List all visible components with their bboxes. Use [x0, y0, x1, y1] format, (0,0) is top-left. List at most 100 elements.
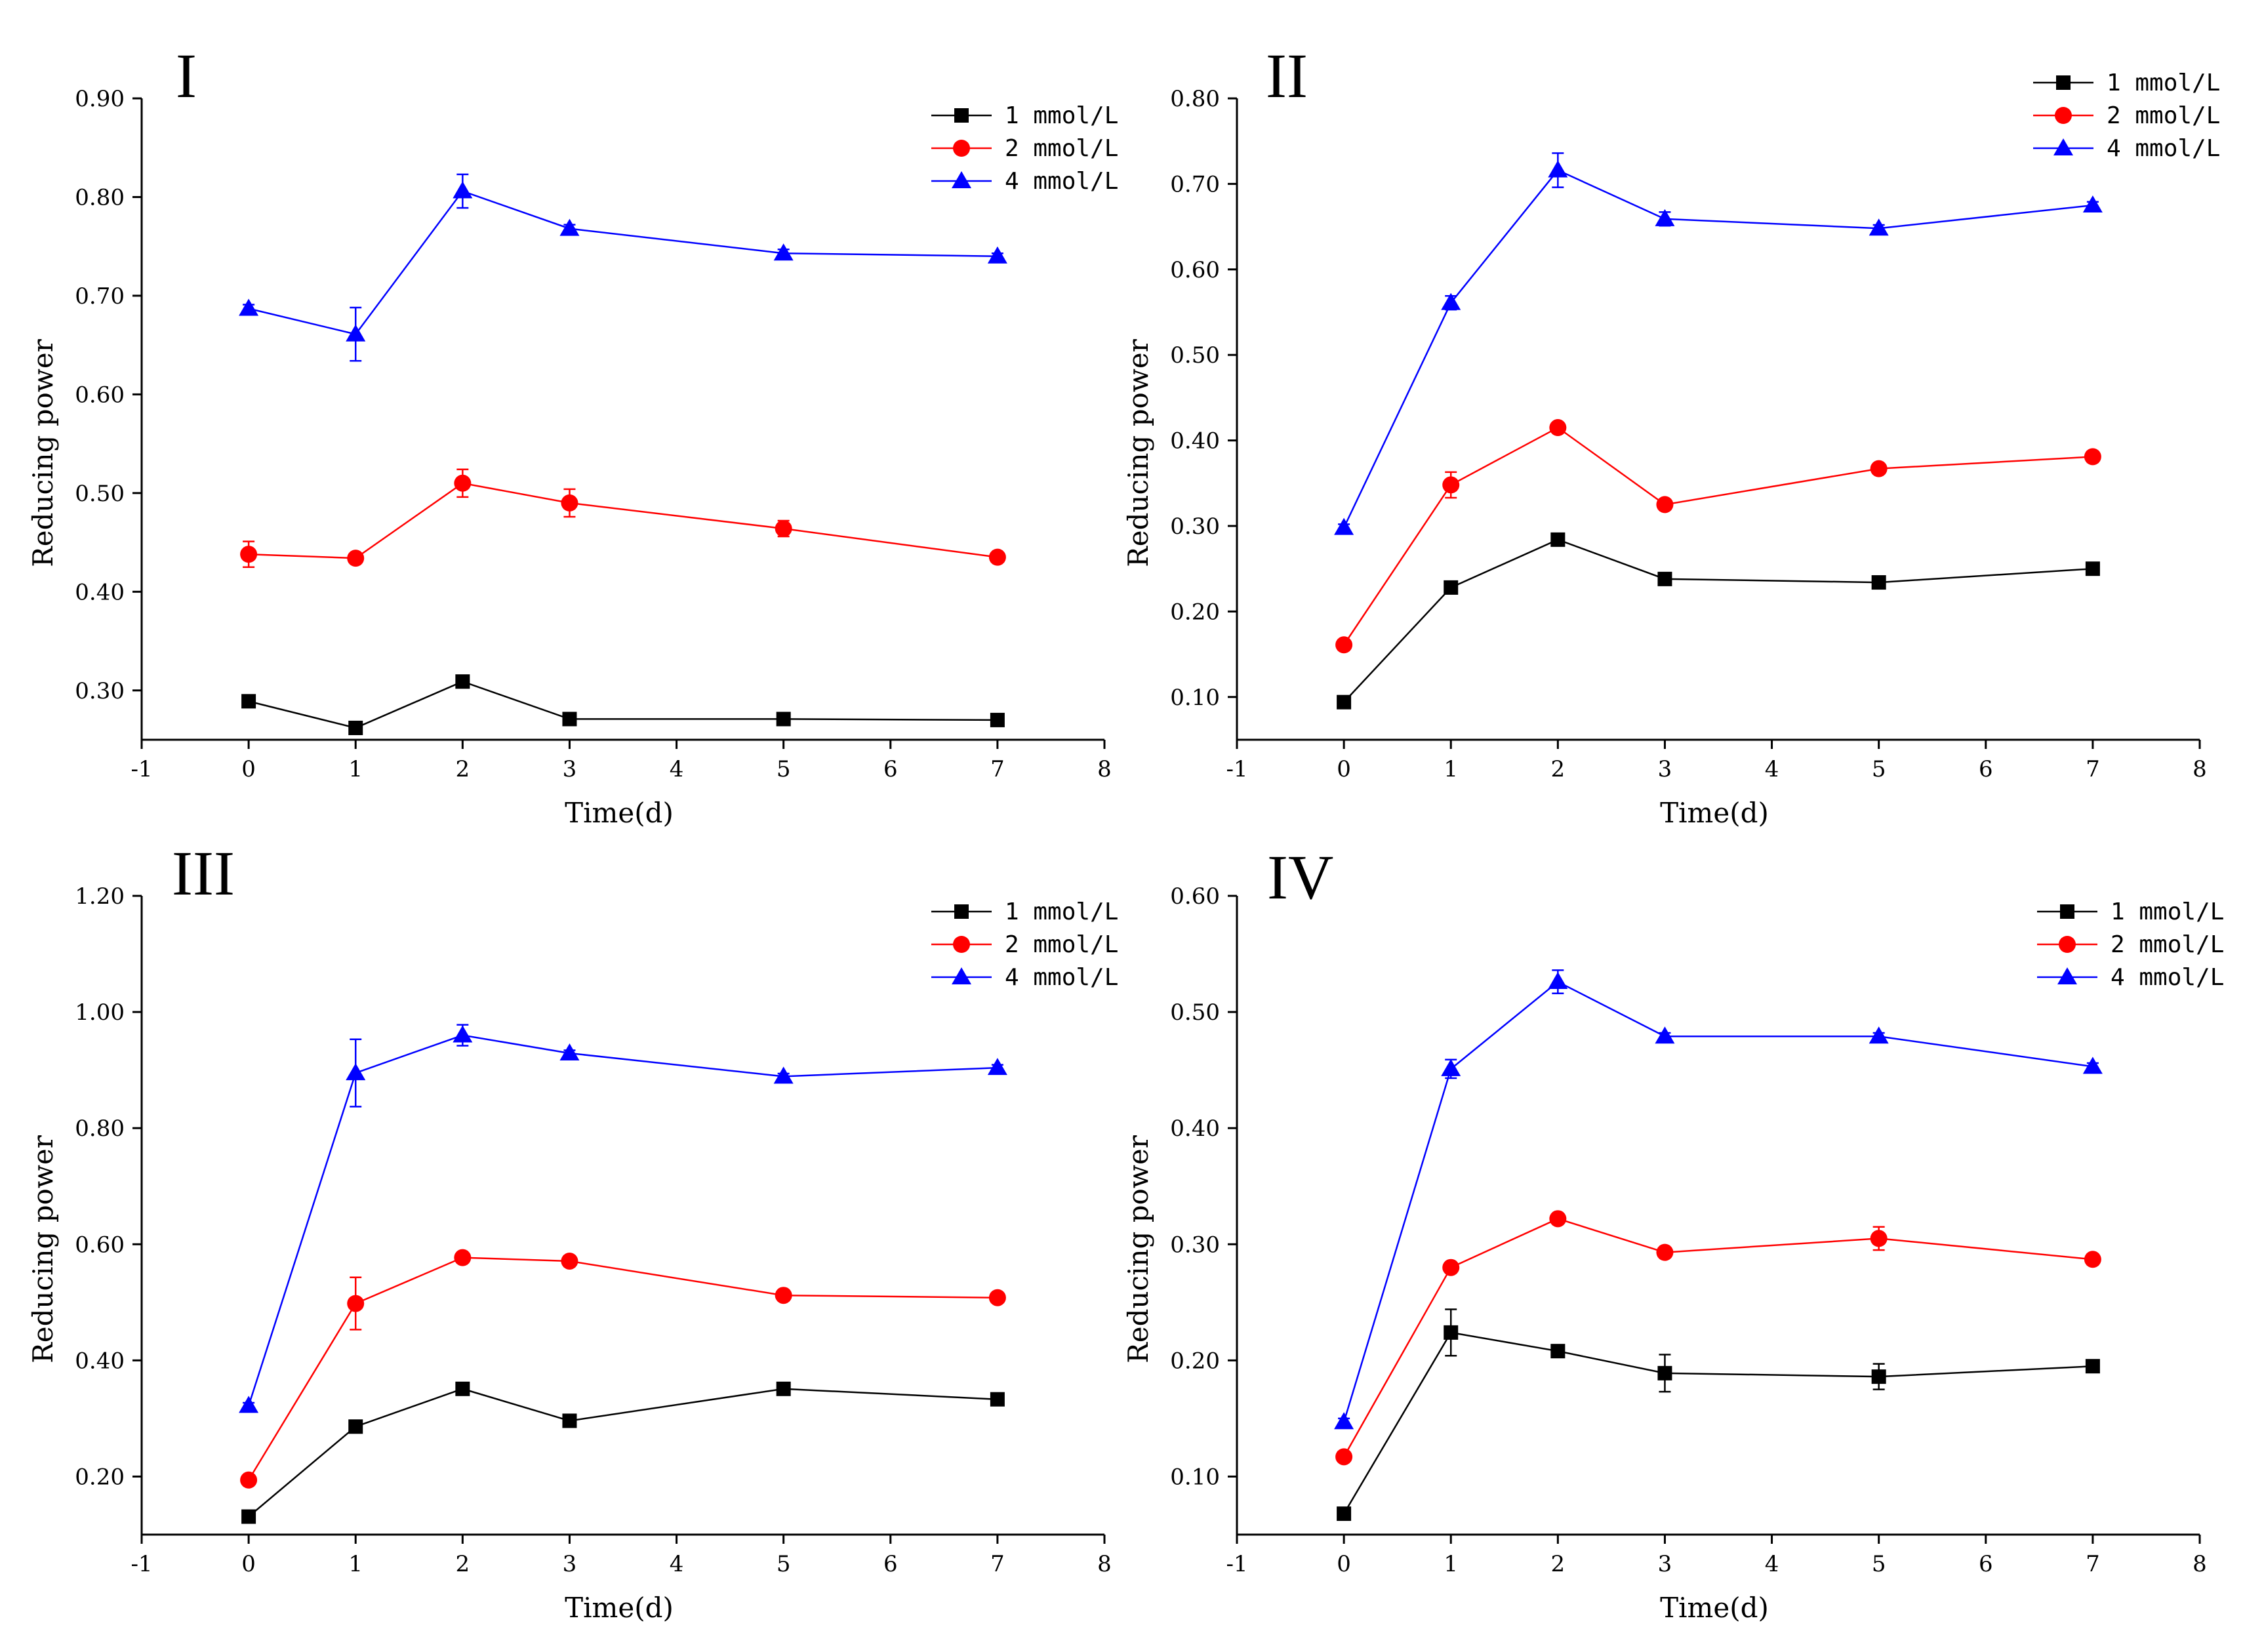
legend-label: 2 mmol/L	[2107, 102, 2220, 129]
legend-marker	[954, 904, 969, 919]
x-tick-label: 6	[1979, 756, 1993, 782]
series-4-mmol-l: 4 mmol/L	[1334, 135, 2220, 535]
legend-label: 2 mmol/L	[2111, 931, 2224, 958]
y-tick-label: 0.40	[1170, 1116, 1220, 1142]
data-point	[347, 1295, 365, 1312]
x-axis-title: Time(d)	[565, 797, 674, 829]
data-point	[1871, 575, 1886, 590]
data-point	[988, 548, 1006, 566]
legend-label: 2 mmol/L	[1005, 135, 1118, 162]
data-point	[1441, 292, 1461, 310]
series-4-mmol-l: 4 mmol/L	[239, 168, 1118, 362]
x-tick-label: 5	[777, 756, 791, 782]
data-point	[348, 720, 363, 735]
x-tick-label: 3	[1658, 1551, 1672, 1577]
series-2-mmol-l: 2 mmol/L	[240, 135, 1118, 568]
data-point	[347, 550, 365, 567]
legend-marker	[2056, 75, 2071, 90]
y-tick-label: 0.30	[1170, 1232, 1220, 1258]
data-point	[241, 694, 256, 709]
data-point	[773, 1066, 794, 1084]
y-tick-label: 0.30	[1170, 514, 1220, 540]
x-tick-label: -1	[131, 756, 152, 782]
data-point	[559, 218, 580, 236]
x-tick-label: 2	[456, 756, 470, 782]
series-line	[1343, 538, 2093, 703]
x-tick-label: 3	[563, 1551, 577, 1577]
x-tick-label: 4	[1765, 1551, 1779, 1577]
data-point	[775, 520, 792, 538]
x-tick-label: 1	[1444, 1551, 1458, 1577]
data-point	[455, 1381, 470, 1396]
data-point	[1656, 496, 1674, 514]
panel-label: I	[176, 41, 197, 111]
x-axis-title: Time(d)	[1660, 797, 1769, 829]
y-tick-label: 0.50	[1170, 999, 1220, 1026]
legend-marker	[953, 936, 970, 953]
data-point	[1334, 1412, 1354, 1430]
data-point	[1335, 636, 1353, 654]
legend-label: 4 mmol/L	[2111, 964, 2224, 991]
x-tick-label: 0	[1337, 1551, 1351, 1577]
data-point	[1549, 419, 1567, 437]
legend-label: 4 mmol/L	[1005, 964, 1118, 991]
data-point	[1442, 1259, 1460, 1276]
y-tick-label: 0.80	[1170, 86, 1220, 112]
data-point	[561, 494, 578, 512]
data-point	[1442, 476, 1460, 494]
data-point	[1441, 1058, 1461, 1076]
chart-panel-1: -1 0 1 2 3 4 5 6 7 8 0.30 0.40 0.50 0.60 0.70 0.80 0.90 T…	[27, 41, 1118, 829]
legend-marker	[2060, 904, 2074, 919]
series-1-mmol-l: 1 mmol/L	[1337, 898, 2224, 1521]
chart-panel-4: -1 0 1 2 3 4 5 6 7 8 0.10 0.20 0.30 0.40 0.50 0.60 Time(…	[1122, 842, 2224, 1624]
y-tick-label: 0.60	[75, 1232, 125, 1258]
x-tick-label: 3	[1658, 756, 1672, 782]
legend-marker	[2059, 936, 2076, 953]
series-line	[1343, 1217, 2093, 1457]
x-tick-label: 8	[2193, 756, 2207, 782]
legend-label: 1 mmol/L	[2107, 70, 2220, 96]
data-point	[1550, 1344, 1566, 1359]
legend-marker	[952, 171, 971, 188]
data-point	[2082, 1057, 2103, 1074]
series-line	[1343, 980, 2093, 1422]
data-point	[1337, 695, 1352, 710]
data-point	[454, 1249, 472, 1266]
y-tick-label: 0.50	[75, 481, 125, 507]
x-tick-label: 5	[1872, 1551, 1886, 1577]
data-point	[1870, 460, 1888, 477]
data-point	[454, 474, 472, 492]
series-line	[248, 1257, 998, 1481]
x-tick-label: 8	[1097, 1551, 1112, 1577]
x-tick-label: 6	[1979, 1551, 1993, 1577]
data-point	[1871, 1369, 1886, 1384]
x-tick-label: 8	[1097, 756, 1112, 782]
legend-marker	[953, 140, 970, 157]
legend-label: 4 mmol/L	[2107, 135, 2220, 162]
x-tick-label: 7	[2086, 1551, 2100, 1577]
data-point	[776, 712, 791, 727]
data-point	[453, 181, 473, 199]
series-line	[247, 1034, 998, 1406]
series-4-mmol-l: 4 mmol/L	[239, 964, 1118, 1413]
legend-label: 4 mmol/L	[1005, 168, 1118, 195]
panel-label: II	[1266, 41, 1308, 111]
data-point	[1655, 209, 1675, 226]
y-tick-label: 0.20	[1170, 599, 1220, 625]
y-tick-label: 0.10	[1170, 685, 1220, 711]
data-point	[776, 1381, 791, 1396]
y-axis-title: Reducing power	[1122, 338, 1154, 567]
data-point	[1444, 1325, 1459, 1340]
data-point	[240, 546, 258, 563]
y-tick-label: 1.00	[75, 999, 125, 1026]
series-4-mmol-l: 4 mmol/L	[1334, 964, 2224, 1430]
legend-marker	[954, 108, 969, 123]
chart-panel-3: -1 0 1 2 3 4 5 6 7 8 0.20 0.40 0.60 0.80 1.00 1.20 Time(…	[27, 838, 1118, 1624]
data-point	[1549, 1210, 1567, 1228]
legend-marker	[2053, 138, 2073, 155]
series-line	[248, 1388, 998, 1518]
y-tick-label: 0.70	[1170, 171, 1220, 197]
data-point	[1550, 532, 1566, 547]
x-tick-label: 4	[670, 1551, 684, 1577]
data-point	[1656, 1243, 1674, 1261]
